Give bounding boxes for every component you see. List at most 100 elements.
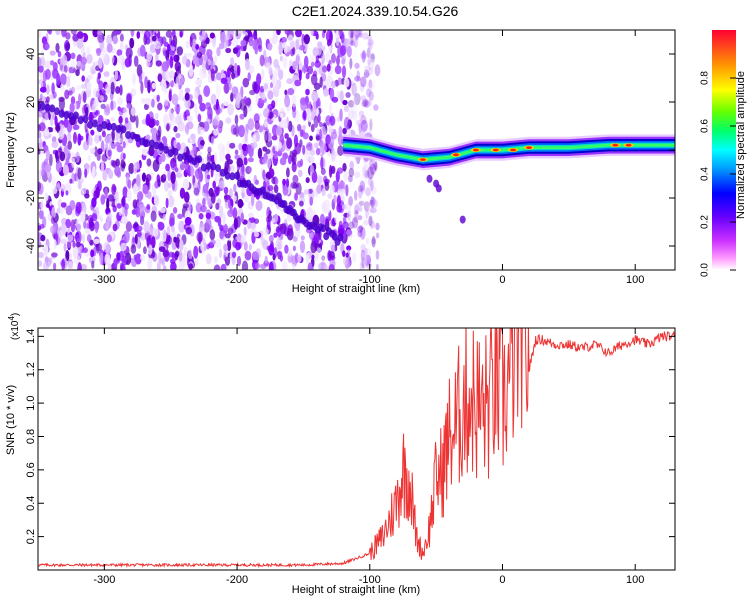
noise-speckle <box>119 33 124 42</box>
spectrogram-x-tick-label: -100 <box>359 274 381 286</box>
noise-speckle <box>139 74 143 84</box>
noise-speckle <box>95 109 100 116</box>
noise-speckle <box>50 60 55 66</box>
noise-speckle <box>231 257 236 265</box>
noise-speckle <box>64 89 70 100</box>
noise-speckle <box>80 210 86 223</box>
noise-speckle <box>342 162 347 172</box>
noise-speckle <box>133 221 139 228</box>
noise-speckle <box>284 89 288 96</box>
noise-speckle <box>182 252 186 266</box>
noise-speckle <box>174 167 179 173</box>
noise-speckle <box>298 44 306 51</box>
noise-speckle <box>122 107 128 120</box>
noise-speckle <box>279 157 287 166</box>
noise-speckle <box>48 153 53 167</box>
noise-speckle <box>371 236 376 248</box>
noise-speckle <box>370 53 377 59</box>
noise-speckle <box>231 251 237 258</box>
noise-speckle <box>261 68 265 80</box>
noise-speckle <box>253 218 260 224</box>
signal-peak <box>526 146 532 150</box>
noise-speckle <box>73 131 77 144</box>
noise-speckle <box>232 37 239 47</box>
noise-speckle <box>351 48 358 62</box>
noise-speckle <box>202 183 209 194</box>
noise-speckle <box>326 63 331 72</box>
noise-speckle <box>340 188 346 194</box>
noise-speckle <box>38 209 44 220</box>
noise-speckle <box>40 170 47 178</box>
noise-speckle <box>129 37 135 49</box>
noise-speckle <box>147 257 153 270</box>
noise-speckle <box>239 44 247 52</box>
noise-speckle <box>248 147 254 158</box>
snr-x-axis: -300 -200 -100 0 100 <box>93 328 644 586</box>
noise-speckle <box>192 142 197 155</box>
noise-speckle <box>175 132 181 139</box>
noise-speckle <box>373 104 379 111</box>
noise-speckle <box>63 117 69 128</box>
noise-speckle <box>94 134 100 144</box>
noise-speckle <box>76 31 84 39</box>
noise-speckle <box>319 76 323 88</box>
noise-speckle <box>128 121 132 134</box>
noise-speckle <box>366 254 371 264</box>
noise-speckle <box>229 142 236 149</box>
noise-speckle <box>151 35 157 42</box>
noise-speckle <box>169 217 175 228</box>
noise-speckle <box>204 192 209 201</box>
noise-speckle <box>251 193 255 207</box>
noise-speckle <box>136 174 141 187</box>
noise-speckle <box>115 191 119 201</box>
noise-speckle <box>268 244 275 256</box>
noise-speckle <box>206 243 210 250</box>
noise-speckle <box>284 95 291 108</box>
noise-speckle <box>153 194 160 207</box>
noise-speckle <box>215 84 221 98</box>
noise-speckle <box>213 127 219 136</box>
noise-speckle <box>353 30 359 37</box>
noise-speckle <box>289 150 293 158</box>
noise-speckle <box>172 207 178 214</box>
noise-speckle <box>243 105 248 118</box>
noise-speckle <box>240 235 247 243</box>
trace-speckle <box>153 141 160 150</box>
noise-speckle <box>299 129 304 138</box>
noise-speckle <box>197 113 202 123</box>
noise-speckle <box>363 69 370 79</box>
noise-speckle <box>100 194 106 205</box>
noise-speckle <box>56 73 61 86</box>
noise-speckle <box>66 76 71 88</box>
spectrogram-x-tick-label: -200 <box>226 274 248 286</box>
noise-speckle <box>77 133 82 146</box>
noise-speckle <box>157 221 165 231</box>
noise-speckle <box>227 227 234 235</box>
noise-speckle <box>302 124 306 131</box>
snr-x-label: Height of straight line (km) <box>292 584 420 596</box>
noise-speckle <box>230 92 234 102</box>
noise-speckle <box>294 192 298 201</box>
noise-speckle <box>276 251 283 257</box>
noise-speckle <box>158 246 166 253</box>
noise-speckle <box>106 43 113 53</box>
noise-speckle <box>38 56 42 67</box>
noise-speckle <box>364 247 368 257</box>
noise-speckle <box>352 251 357 263</box>
noise-speckle <box>305 108 312 121</box>
noise-speckle <box>91 213 98 222</box>
noise-speckle <box>134 234 138 245</box>
noise-speckle <box>367 58 371 66</box>
noise-speckle <box>329 184 335 195</box>
noise-speckle <box>94 146 98 157</box>
noise-speckle <box>44 127 50 137</box>
noise-speckle <box>86 189 89 196</box>
noise-speckle <box>199 222 205 233</box>
noise-speckle <box>360 95 367 101</box>
noise-speckle <box>286 214 292 222</box>
noise-speckle <box>165 163 171 172</box>
trace-speckle <box>82 115 89 124</box>
noise-speckle <box>287 34 294 43</box>
noise-speckle <box>324 181 330 191</box>
noise-speckle <box>247 157 254 163</box>
